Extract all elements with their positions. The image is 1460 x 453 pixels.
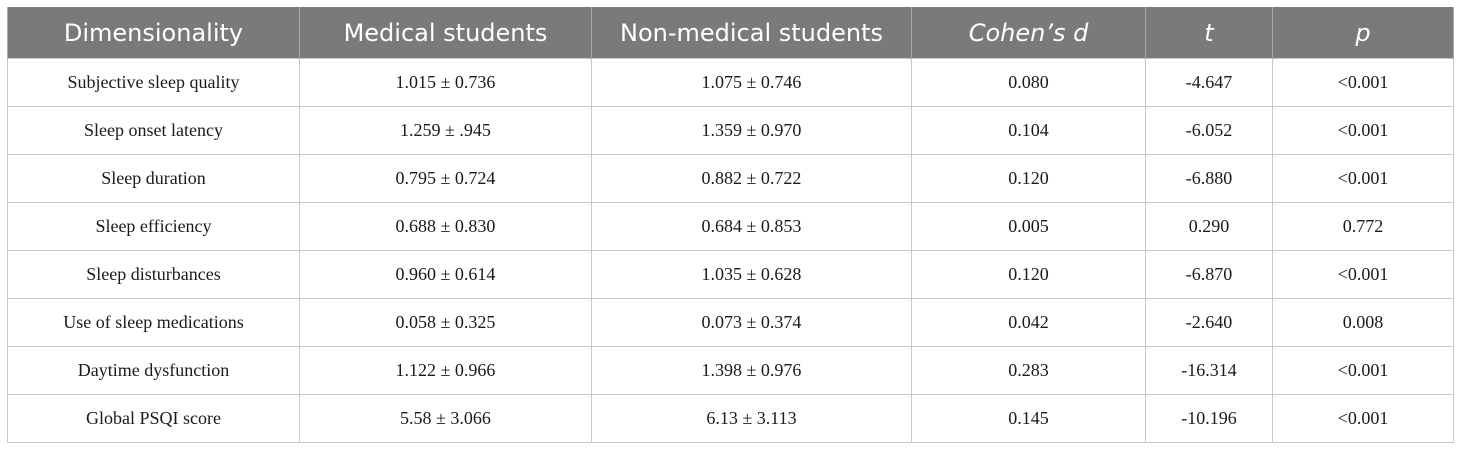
cell-dimensionality: Sleep onset latency [7, 106, 300, 155]
cell-dimensionality: Use of sleep medications [7, 298, 300, 347]
cell-cohens-d: 0.080 [911, 58, 1146, 107]
cell-non-medical: 1.075 ± 0.746 [591, 58, 912, 107]
cell-t: -4.647 [1145, 58, 1273, 107]
cell-medical: 0.795 ± 0.724 [299, 154, 592, 203]
table-row: Sleep onset latency 1.259 ± .945 1.359 ±… [7, 106, 1454, 155]
cell-t: -6.880 [1145, 154, 1273, 203]
cell-cohens-d: 0.104 [911, 106, 1146, 155]
cell-non-medical: 0.684 ± 0.853 [591, 202, 912, 251]
cell-p: 0.008 [1272, 298, 1454, 347]
cell-p: <0.001 [1272, 250, 1454, 299]
cell-t: 0.290 [1145, 202, 1273, 251]
cell-dimensionality: Subjective sleep quality [7, 58, 300, 107]
header-dimensionality: Dimensionality [7, 7, 300, 59]
cell-t: -6.870 [1145, 250, 1273, 299]
cell-p: <0.001 [1272, 58, 1454, 107]
cell-dimensionality: Sleep duration [7, 154, 300, 203]
cell-p: <0.001 [1272, 154, 1454, 203]
cell-p: <0.001 [1272, 106, 1454, 155]
cell-cohens-d: 0.283 [911, 346, 1146, 395]
table-row: Global PSQI score 5.58 ± 3.066 6.13 ± 3.… [7, 394, 1454, 443]
cell-t: -6.052 [1145, 106, 1273, 155]
cell-t: -10.196 [1145, 394, 1273, 443]
cell-dimensionality: Daytime dysfunction [7, 346, 300, 395]
table-header: Dimensionality Medical students Non-medi… [7, 7, 1454, 59]
cell-non-medical: 1.035 ± 0.628 [591, 250, 912, 299]
cell-dimensionality: Sleep disturbances [7, 250, 300, 299]
header-p: p [1272, 7, 1454, 59]
cell-cohens-d: 0.120 [911, 250, 1146, 299]
cell-medical: 0.688 ± 0.830 [299, 202, 592, 251]
cell-medical: 0.058 ± 0.325 [299, 298, 592, 347]
header-non-medical-students: Non-medical students [591, 7, 912, 59]
cell-non-medical: 1.398 ± 0.976 [591, 346, 912, 395]
cell-non-medical: 1.359 ± 0.970 [591, 106, 912, 155]
cell-cohens-d: 0.005 [911, 202, 1146, 251]
table-row: Use of sleep medications 0.058 ± 0.325 0… [7, 298, 1454, 347]
cell-medical: 1.122 ± 0.966 [299, 346, 592, 395]
cell-cohens-d: 0.145 [911, 394, 1146, 443]
table-row: Sleep efficiency 0.688 ± 0.830 0.684 ± 0… [7, 202, 1454, 251]
cell-medical: 0.960 ± 0.614 [299, 250, 592, 299]
cell-t: -2.640 [1145, 298, 1273, 347]
table-row: Subjective sleep quality 1.015 ± 0.736 1… [7, 58, 1454, 107]
cell-non-medical: 0.073 ± 0.374 [591, 298, 912, 347]
table-row: Sleep disturbances 0.960 ± 0.614 1.035 ±… [7, 250, 1454, 299]
cell-dimensionality: Global PSQI score [7, 394, 300, 443]
cell-medical: 1.015 ± 0.736 [299, 58, 592, 107]
table-row: Sleep duration 0.795 ± 0.724 0.882 ± 0.7… [7, 154, 1454, 203]
header-row: Dimensionality Medical students Non-medi… [7, 7, 1454, 59]
table-row: Daytime dysfunction 1.122 ± 0.966 1.398 … [7, 346, 1454, 395]
header-cohens-d: Cohen’s d [911, 7, 1146, 59]
cell-medical: 1.259 ± .945 [299, 106, 592, 155]
cell-p: 0.772 [1272, 202, 1454, 251]
cell-p: <0.001 [1272, 346, 1454, 395]
cell-non-medical: 0.882 ± 0.722 [591, 154, 912, 203]
cell-non-medical: 6.13 ± 3.113 [591, 394, 912, 443]
cell-medical: 5.58 ± 3.066 [299, 394, 592, 443]
psqi-comparison-table: Dimensionality Medical students Non-medi… [7, 7, 1454, 443]
cell-cohens-d: 0.042 [911, 298, 1146, 347]
cell-cohens-d: 0.120 [911, 154, 1146, 203]
header-medical-students: Medical students [299, 7, 592, 59]
header-t: t [1145, 7, 1273, 59]
results-table-container: Dimensionality Medical students Non-medi… [7, 7, 1454, 443]
cell-dimensionality: Sleep efficiency [7, 202, 300, 251]
table-body: Subjective sleep quality 1.015 ± 0.736 1… [7, 58, 1454, 443]
cell-p: <0.001 [1272, 394, 1454, 443]
cell-t: -16.314 [1145, 346, 1273, 395]
